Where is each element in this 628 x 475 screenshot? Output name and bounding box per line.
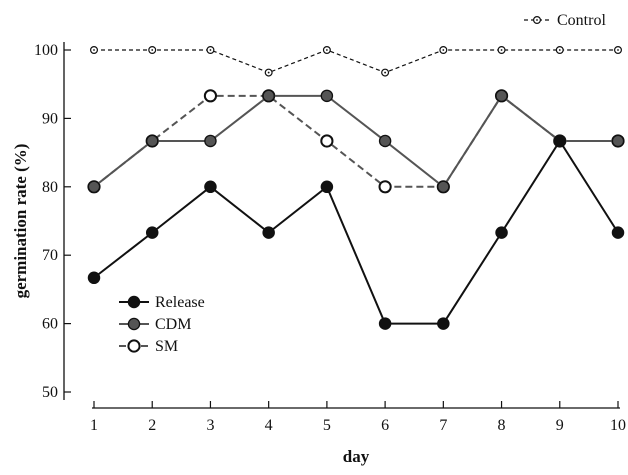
data-point-sm: [378, 180, 392, 194]
data-point-cdm: [495, 89, 508, 103]
series-line-release: [93, 139, 619, 325]
series-line-control: [94, 49, 618, 74]
series-control: [89, 45, 622, 77]
x-tick-label: 10: [610, 417, 626, 434]
legend-item-release: Release: [119, 294, 205, 311]
legend-label-control: Control: [557, 12, 606, 29]
legend-label-release: Release: [155, 294, 205, 311]
x-tick-label: 4: [265, 417, 273, 434]
data-point-cdm: [437, 180, 450, 194]
data-point-cdm: [611, 134, 625, 148]
data-point-release: [262, 226, 275, 239]
data-point-release: [320, 180, 334, 194]
legend-item-sm: SM: [119, 338, 178, 355]
series-release: [87, 134, 625, 330]
data-point-control: [206, 45, 215, 54]
y-tick-label: 70: [42, 247, 58, 264]
data-point-sm: [320, 134, 334, 148]
data-point-control: [613, 45, 622, 54]
data-point-release: [553, 134, 567, 148]
data-point-sm: [203, 89, 218, 103]
data-point-release: [87, 271, 101, 285]
y-tick-label: 50: [42, 384, 58, 401]
x-axis-title: day: [343, 447, 370, 466]
series-cdm: [87, 89, 625, 194]
x-tick-label: 1: [90, 417, 98, 434]
data-point-control: [497, 45, 506, 54]
y-axis-ticks: 50 60 70 80 90 100: [34, 42, 71, 401]
data-point-control: [381, 68, 390, 77]
data-point-cdm: [262, 89, 275, 103]
data-point-control: [89, 45, 98, 54]
data-point-control: [322, 45, 331, 54]
legend-label-sm: SM: [155, 338, 178, 355]
data-point-control: [264, 68, 273, 77]
y-axis-title: germination rate (%): [11, 144, 30, 299]
series-layer: [87, 45, 625, 330]
legend: Release CDM SM: [119, 294, 205, 355]
legend-control: Control: [524, 12, 606, 29]
data-point-cdm: [145, 134, 159, 148]
x-tick-label: 5: [323, 417, 331, 434]
data-point-cdm: [320, 89, 334, 103]
data-point-control: [439, 45, 448, 54]
data-point-release: [204, 180, 217, 194]
data-point-control: [555, 45, 564, 54]
x-tick-label: 7: [439, 417, 447, 434]
y-tick-label: 80: [42, 179, 58, 196]
legend-marker-control: [532, 16, 541, 25]
x-tick-label: 8: [498, 417, 506, 434]
data-point-release: [495, 226, 508, 239]
data-point-control: [148, 45, 157, 54]
data-point-release: [437, 317, 450, 330]
legend-marker-release: [127, 295, 141, 309]
data-point-cdm: [378, 134, 392, 148]
legend-item-cdm: CDM: [119, 316, 191, 333]
data-point-release: [611, 226, 625, 239]
x-axis-ticks: 1 2 3 4 5 6 7 8 9 10: [90, 401, 626, 434]
data-point-cdm: [87, 180, 101, 194]
x-tick-label: 6: [381, 417, 389, 434]
x-tick-label: 2: [148, 417, 156, 434]
legend-marker-cdm: [127, 317, 141, 331]
legend-item-control: Control: [524, 12, 606, 29]
x-tick-label: 9: [556, 417, 564, 434]
y-tick-label: 90: [42, 110, 58, 127]
series-line-cdm: [93, 94, 618, 189]
y-tick-label: 100: [34, 42, 58, 59]
legend-marker-sm: [127, 339, 141, 353]
data-point-release: [145, 226, 159, 239]
data-point-release: [378, 317, 392, 330]
legend-label-cdm: CDM: [155, 316, 191, 333]
data-point-cdm: [204, 134, 217, 148]
y-tick-label: 60: [42, 316, 58, 333]
x-tick-label: 3: [206, 417, 214, 434]
